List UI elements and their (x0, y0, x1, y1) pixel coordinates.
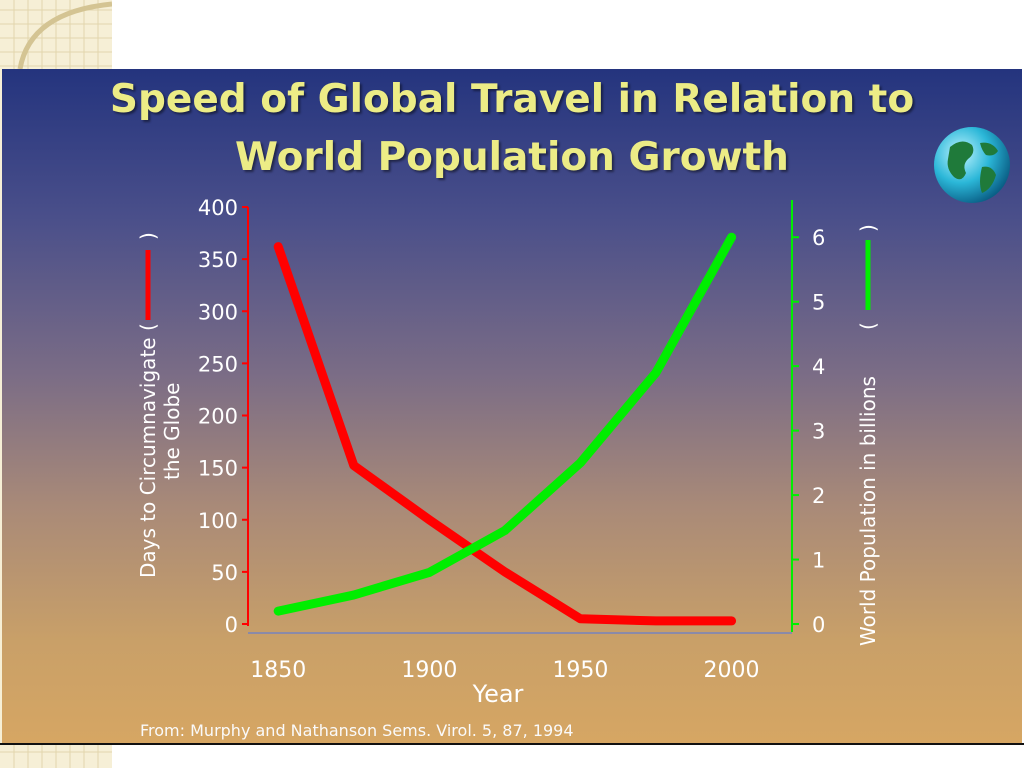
right-axis-title: World Population in billions ( ) (856, 224, 880, 646)
right-tick-label: 4 (812, 355, 825, 379)
right-tick-label: 5 (812, 291, 825, 315)
slide-bottom-border (0, 743, 1024, 745)
title-line-2: World Population Growth (235, 135, 789, 180)
left-axis: 0 50 100 150 200 250 300 350 400 (198, 196, 249, 637)
left-tick-label: 0 (225, 613, 238, 637)
right-axis-label-close: ) (856, 224, 880, 232)
right-tick-label: 3 (812, 420, 825, 444)
right-tick-label: 2 (812, 484, 825, 508)
left-tick-label: 350 (198, 248, 238, 272)
left-axis-title: Days to Circumnavigate ( ) the Globe (136, 232, 184, 578)
slide: Speed of Global Travel in Relation to Wo… (2, 69, 1022, 743)
left-tick-label: 200 (198, 405, 238, 429)
left-tick-label: 50 (211, 561, 238, 585)
left-tick-label: 250 (198, 352, 238, 376)
left-tick-label: 150 (198, 457, 238, 481)
left-tick-label: 300 (198, 300, 238, 324)
x-tick-label: 1900 (401, 658, 457, 683)
x-tick-label: 1850 (250, 658, 306, 683)
source-citation: From: Murphy and Nathanson Sems. Virol. … (140, 721, 574, 740)
left-tick-label: 100 (198, 509, 238, 533)
left-tick-label: 400 (198, 196, 238, 220)
right-tick-label: 0 (812, 613, 825, 637)
series-layer (273, 232, 737, 626)
x-axis-label: Year (472, 680, 524, 708)
x-tick-label: 1950 (552, 658, 608, 683)
left-axis-label-line-1: Days to Circumnavigate ( (136, 323, 160, 578)
right-axis-label: World Population in billions (856, 376, 880, 646)
x-axis: 1850 1900 1950 2000 (248, 632, 792, 683)
left-axis-label-line-2: the Globe (160, 383, 184, 480)
slide-title: Speed of Global Travel in Relation to Wo… (2, 69, 1022, 187)
right-tick-label: 6 (812, 226, 825, 250)
x-tick-label: 2000 (704, 658, 760, 683)
days-series-line (273, 242, 737, 626)
title-line-1: Speed of Global Travel in Relation to (109, 77, 915, 122)
globe-icon (934, 127, 1010, 203)
population-series-line (273, 232, 737, 616)
right-tick-label: 1 (812, 549, 825, 573)
right-axis: 0 1 2 3 4 5 6 (791, 200, 825, 637)
left-axis-label-close: ) (136, 232, 160, 240)
right-axis-label-open: ( (856, 322, 880, 330)
